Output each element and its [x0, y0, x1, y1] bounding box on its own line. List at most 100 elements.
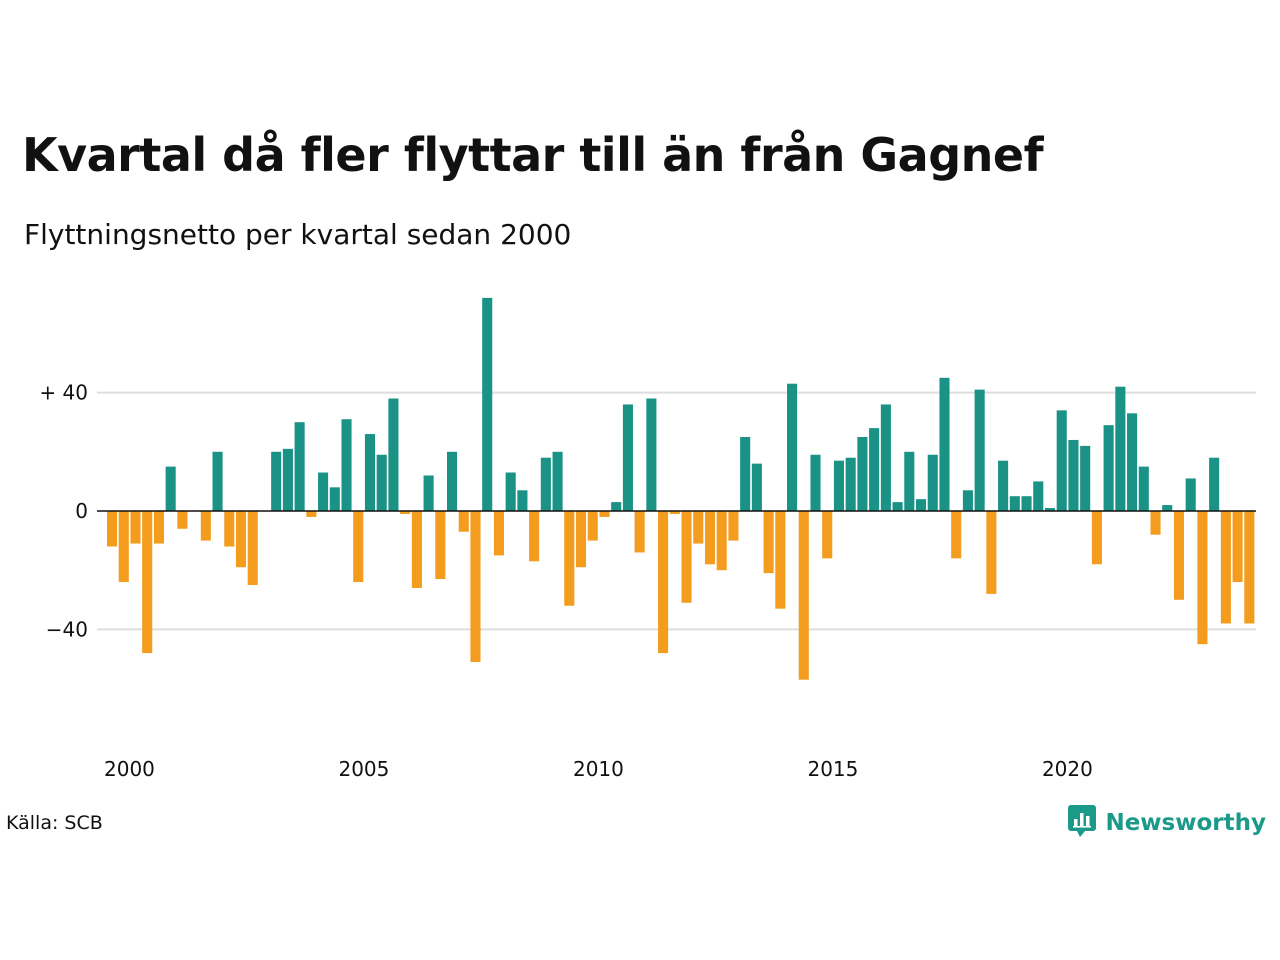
bar-chart: −40 0 + 40 2000 2005 2010 2015 2020	[39, 297, 1256, 781]
bar	[493, 511, 504, 556]
bar	[400, 511, 411, 514]
bar	[763, 511, 774, 574]
bar	[529, 511, 540, 562]
bar	[915, 499, 927, 511]
bar	[728, 511, 739, 541]
bar	[447, 451, 458, 511]
bar	[1232, 511, 1243, 583]
bar	[1138, 466, 1149, 511]
bar	[540, 457, 551, 511]
bar	[775, 511, 786, 609]
bar	[1127, 413, 1138, 511]
bar	[470, 511, 481, 662]
bar	[857, 437, 868, 511]
bar	[388, 398, 399, 511]
bar	[939, 377, 950, 511]
bar	[1056, 410, 1067, 511]
chart-title: Kvartal då fler flyttar till än från Gag…	[22, 128, 1044, 182]
bar	[177, 511, 188, 529]
bar	[845, 457, 856, 511]
bar	[142, 511, 153, 654]
bar	[927, 454, 938, 511]
bar	[599, 511, 610, 517]
bar	[587, 511, 598, 541]
bar	[153, 511, 164, 544]
bar	[224, 511, 235, 547]
bar	[376, 454, 387, 511]
bar	[271, 451, 282, 511]
bar	[107, 511, 118, 547]
bar	[646, 398, 657, 511]
bar	[552, 451, 563, 511]
bar	[200, 511, 211, 541]
gridlines	[97, 391, 1256, 631]
bar	[880, 404, 891, 511]
x-tick-label: 2010	[573, 757, 624, 781]
bar	[740, 437, 751, 511]
bar	[1091, 511, 1102, 565]
bar	[716, 511, 727, 571]
bar	[833, 460, 844, 511]
bar	[505, 472, 516, 511]
y-tick-label: −40	[46, 617, 88, 641]
bar	[353, 511, 364, 583]
bar	[235, 511, 247, 568]
bar	[974, 389, 985, 511]
bar	[165, 466, 176, 511]
bar	[611, 502, 622, 511]
bar	[247, 511, 258, 585]
x-axis-ticks: 2000 2005 2010 2015 2020	[104, 757, 1093, 781]
brand-logo: Newsworthy	[1067, 804, 1266, 842]
chart-subtitle: Flyttningsnetto per kvartal sedan 2000	[24, 218, 572, 251]
bar	[1244, 511, 1255, 624]
source-label: Källa: SCB	[6, 812, 103, 834]
brand-name: Newsworthy	[1105, 810, 1266, 836]
bar	[658, 511, 669, 654]
bar	[364, 434, 376, 511]
bar	[798, 511, 809, 680]
bar	[1103, 425, 1114, 511]
bar	[458, 511, 469, 532]
bar	[1162, 505, 1173, 511]
bar	[564, 511, 575, 606]
bar	[1021, 496, 1032, 511]
bar	[130, 511, 141, 544]
bar	[306, 511, 317, 517]
x-tick-label: 2000	[104, 757, 155, 781]
bar	[622, 404, 633, 511]
bar	[634, 511, 645, 553]
bar	[423, 475, 434, 511]
bar	[822, 511, 833, 559]
bar	[294, 422, 305, 511]
bar	[669, 511, 680, 514]
bar	[1068, 439, 1079, 511]
bar	[329, 487, 340, 511]
bar	[1044, 508, 1056, 511]
y-axis-ticks: −40 0 + 40	[39, 381, 88, 642]
bar	[1115, 386, 1126, 511]
bar	[751, 463, 762, 511]
bar	[435, 511, 446, 580]
bar	[482, 297, 493, 511]
x-tick-label: 2020	[1042, 757, 1093, 781]
y-tick-label: 0	[75, 499, 88, 523]
bar	[869, 428, 880, 511]
bar	[1009, 496, 1020, 511]
bar	[810, 454, 821, 511]
bar	[1197, 511, 1208, 645]
bar	[1150, 511, 1161, 535]
bar	[411, 511, 422, 588]
bar	[962, 490, 973, 511]
bar	[517, 490, 528, 511]
bar	[681, 511, 692, 603]
bar	[1033, 481, 1044, 511]
bar	[787, 383, 798, 511]
bar	[341, 419, 352, 511]
bar	[998, 460, 1009, 511]
bars	[107, 297, 1255, 680]
bar	[1185, 478, 1196, 511]
bar	[704, 511, 716, 565]
newsworthy-logo-icon	[1067, 804, 1097, 842]
x-tick-label: 2005	[338, 757, 389, 781]
bar	[951, 511, 962, 559]
